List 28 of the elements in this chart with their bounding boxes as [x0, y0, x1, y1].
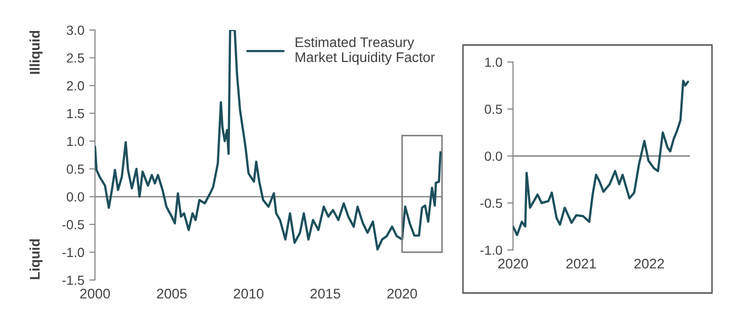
- y-tick-label: 2.5: [66, 53, 84, 63]
- y-tick-label: 0.0: [66, 192, 84, 202]
- y-tick-label: 3.0: [66, 26, 84, 35]
- y-tick-label: -1.5: [62, 276, 84, 285]
- x-tick-label: 2020: [387, 288, 417, 299]
- x-tick-label: 2020: [498, 258, 528, 269]
- y-tick-label: 0.0: [484, 152, 502, 161]
- y-tick-label: -0.5: [62, 220, 84, 230]
- x-tick-label: 2021: [566, 258, 596, 269]
- y-tick-label: 1.5: [67, 109, 84, 118]
- x-tick-label: 2000: [80, 288, 110, 299]
- y-tick-label: 0.5: [66, 164, 84, 174]
- y-tick-label: 2.0: [66, 81, 84, 90]
- text: Illiquid: [30, 30, 42, 74]
- line-series: [95, 30, 442, 251]
- x-tick-label: 2010: [234, 288, 264, 299]
- y-tick-label: 1.0: [67, 136, 84, 146]
- x-tick-label: 2022: [634, 258, 664, 269]
- x-tick-label: 2015: [310, 288, 340, 299]
- text: Liquid: [30, 239, 42, 280]
- y-tick-label: -1.0: [480, 246, 502, 255]
- legend-label: Estimated Treasury Market Liquidity Factor: [296, 36, 435, 65]
- y-tick-label: -0.5: [480, 198, 502, 208]
- y-tick-label: -1.0: [62, 248, 84, 258]
- x-tick-label: 2005: [157, 288, 187, 299]
- y-tick-label: 1.0: [485, 58, 502, 67]
- y-tick-label: 0.5: [484, 104, 502, 114]
- line-series: [513, 80, 690, 236]
